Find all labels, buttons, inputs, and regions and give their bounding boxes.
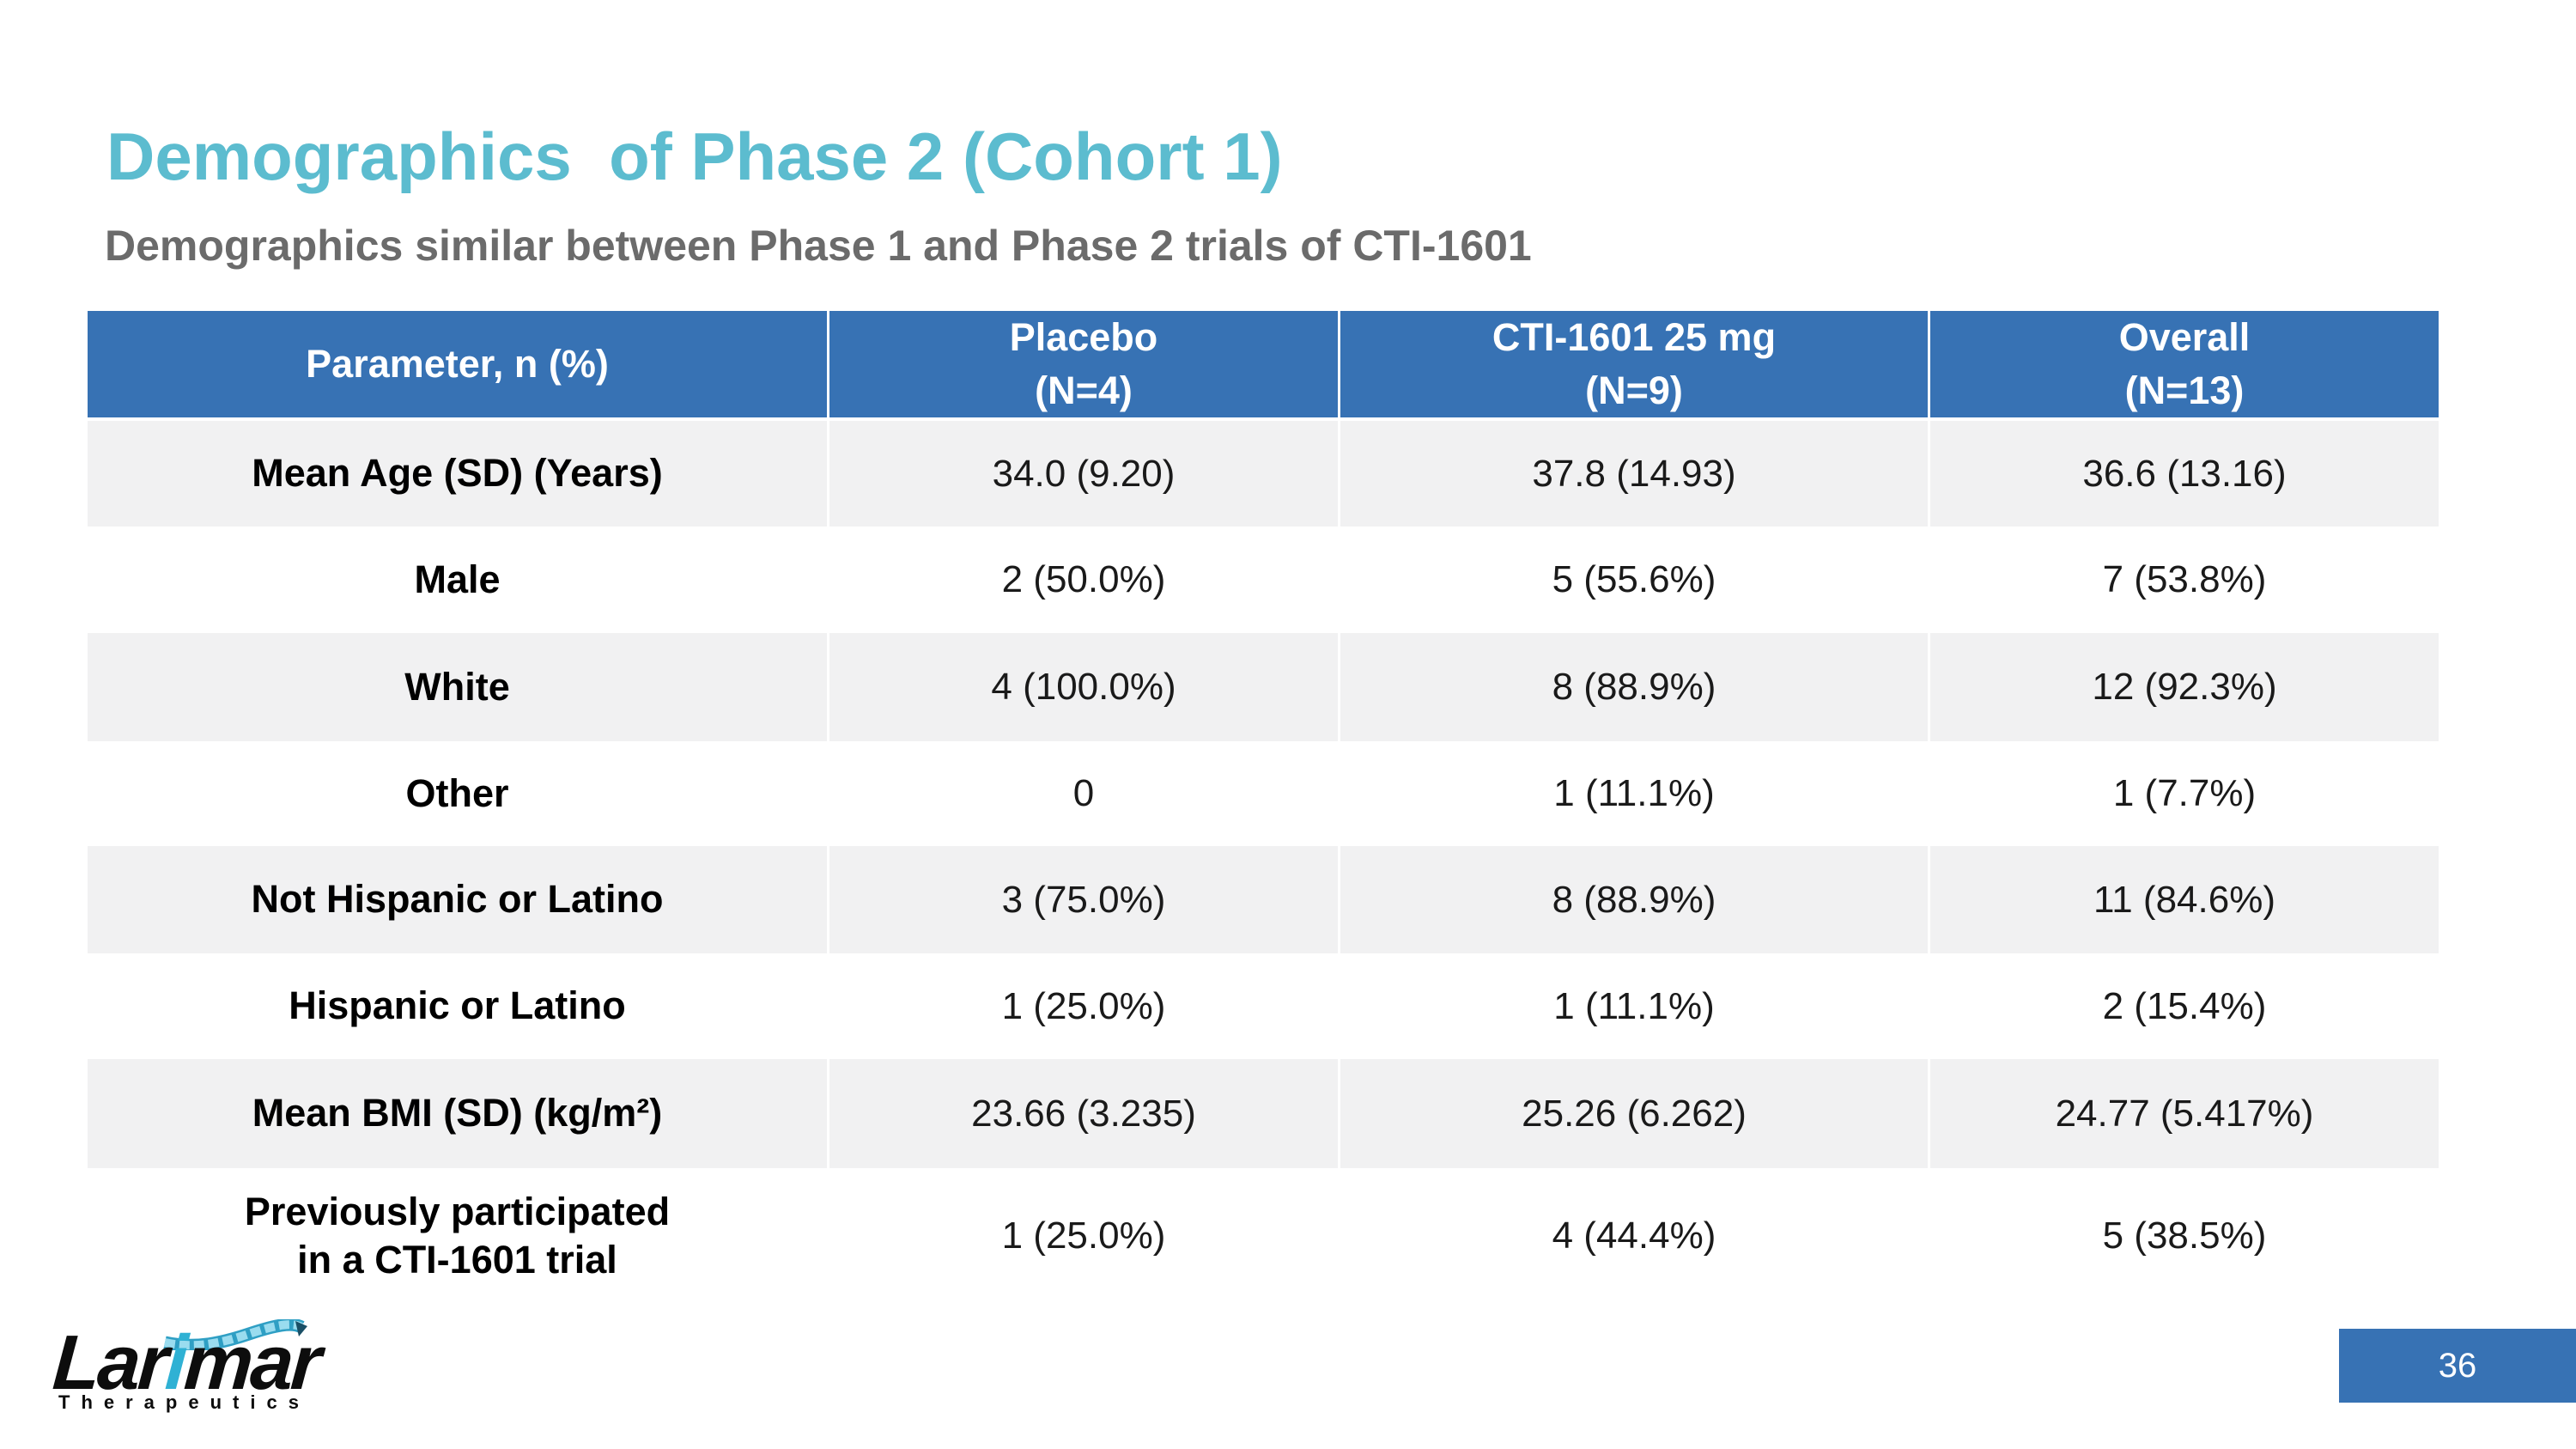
value-cell: 1 (25.0%) xyxy=(829,953,1338,1059)
row-label-cell: White xyxy=(88,633,827,741)
larimar-logo: Larimar Therapeutics xyxy=(51,1319,414,1447)
row-label-cell: Mean BMI (SD) (kg/m²) xyxy=(88,1059,827,1168)
row-label-cell: Hispanic or Latino xyxy=(88,953,827,1059)
value-cell: 1 (7.7%) xyxy=(1930,741,2439,846)
helix-ribbon-icon xyxy=(163,1319,307,1350)
value-cell: 2 (50.0%) xyxy=(829,527,1338,633)
value-cell: 3 (75.0%) xyxy=(829,846,1338,953)
row-label-cell: Male xyxy=(88,527,827,633)
value-cell: 8 (88.9%) xyxy=(1340,846,1928,953)
value-cell: 36.6 (13.16) xyxy=(1930,421,2439,527)
header-cell-placebo: Placebo (N=4) xyxy=(829,311,1338,421)
value-cell: 23.66 (3.235) xyxy=(829,1059,1338,1168)
value-cell: 37.8 (14.93) xyxy=(1340,421,1928,527)
value-cell: 8 (88.9%) xyxy=(1340,633,1928,741)
value-cell: 2 (15.4%) xyxy=(1930,953,2439,1059)
value-cell: 4 (44.4%) xyxy=(1340,1168,1928,1304)
value-cell: 11 (84.6%) xyxy=(1930,846,2439,953)
header-cell-parameter: Parameter, n (%) xyxy=(88,311,827,421)
value-cell: 1 (11.1%) xyxy=(1340,741,1928,846)
value-cell: 4 (100.0%) xyxy=(829,633,1338,741)
value-cell: 12 (92.3%) xyxy=(1930,633,2439,741)
value-cell: 5 (55.6%) xyxy=(1340,527,1928,633)
row-label-cell: Not Hispanic or Latino xyxy=(88,846,827,953)
value-cell: 5 (38.5%) xyxy=(1930,1168,2439,1304)
value-cell: 1 (11.1%) xyxy=(1340,953,1928,1059)
slide-title: Demographics of Phase 2 (Cohort 1) xyxy=(106,119,1283,194)
value-cell: 34.0 (9.20) xyxy=(829,421,1338,527)
page-number-badge: 36 xyxy=(2339,1329,2576,1403)
header-cell-cti1601: CTI-1601 25 mg (N=9) xyxy=(1340,311,1928,421)
row-label-cell: Previously participated in a CTI-1601 tr… xyxy=(88,1168,827,1304)
value-cell: 24.77 (5.417%) xyxy=(1930,1059,2439,1168)
value-cell: 7 (53.8%) xyxy=(1930,527,2439,633)
value-cell: 1 (25.0%) xyxy=(829,1168,1338,1304)
logo-wordmark: Larimar xyxy=(51,1320,322,1406)
header-cell-overall: Overall (N=13) xyxy=(1930,311,2439,421)
row-label-cell: Other xyxy=(88,741,827,846)
slide-subtitle: Demographics similar between Phase 1 and… xyxy=(105,222,1532,270)
demographics-table: Parameter, n (%) Placebo (N=4) CTI-1601 … xyxy=(88,311,2439,1304)
value-cell: 0 xyxy=(829,741,1338,846)
logo-tagline: Therapeutics xyxy=(58,1391,310,1413)
row-label-cell: Mean Age (SD) (Years) xyxy=(88,421,827,527)
value-cell: 25.26 (6.262) xyxy=(1340,1059,1928,1168)
